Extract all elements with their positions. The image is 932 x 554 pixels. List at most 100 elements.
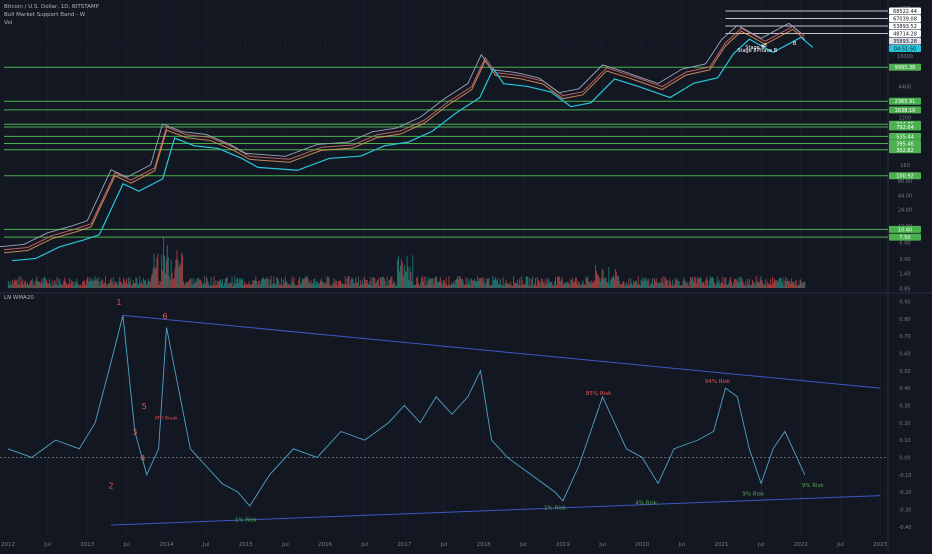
volume-bar: [267, 278, 269, 288]
volume-bar: [48, 279, 50, 288]
volume-bar: [514, 282, 516, 288]
volume-bar: [772, 283, 774, 288]
volume-bar: [692, 281, 694, 288]
volume-bar: [637, 276, 639, 288]
volume-bar: [711, 278, 713, 288]
volume-bar: [791, 282, 793, 288]
volume-bar: [44, 276, 46, 288]
volume-bar: [795, 279, 797, 288]
volume-bar: [18, 276, 20, 288]
volume-bar: [757, 281, 759, 288]
volume-bar: [26, 284, 28, 288]
volume-bar: [646, 278, 648, 288]
volume-bar: [627, 285, 629, 288]
volume-bar: [26, 282, 28, 288]
x-tick-label: Jul: [281, 542, 289, 548]
volume-bar: [137, 283, 139, 288]
volume-bar: [237, 277, 239, 288]
volume-bar: [432, 278, 434, 288]
volume-bar: [718, 279, 720, 288]
volume-bar: [223, 282, 225, 288]
volume-bar: [313, 278, 315, 288]
volume-bar: [163, 255, 165, 288]
volume-bar: [586, 278, 588, 288]
volume-bar: [596, 274, 598, 288]
volume-bar: [395, 285, 397, 288]
volume-bar: [165, 260, 167, 288]
volume-bar: [688, 285, 690, 288]
volume-bar: [361, 279, 363, 288]
x-tick-label: 2017: [397, 542, 411, 548]
volume-bar: [495, 276, 497, 288]
volume-bar: [298, 279, 300, 288]
volume-bar: [342, 284, 344, 288]
volume-bar: [179, 263, 181, 288]
volume-bar: [75, 282, 77, 288]
volume-bar: [767, 281, 769, 288]
volume-bar: [372, 276, 374, 288]
volume-bar: [331, 285, 333, 288]
volume-bar: [801, 283, 803, 288]
volume-bar: [443, 280, 445, 288]
volume-bar: [32, 284, 34, 288]
volume-bar: [433, 284, 435, 288]
volume-bar: [603, 278, 605, 288]
volume-bar: [531, 279, 533, 288]
volume-bar: [439, 277, 441, 288]
volume-bar: [97, 280, 99, 288]
volume-bar: [465, 277, 467, 288]
volume-bar: [282, 279, 284, 288]
volume-bar: [519, 285, 521, 288]
volume-bar: [634, 280, 636, 288]
volume-bar: [754, 285, 756, 288]
volume-bar: [572, 277, 574, 288]
volume-bar: [505, 280, 507, 288]
volume-bar: [527, 276, 529, 288]
volume-bar: [612, 277, 614, 288]
volume-bar: [22, 279, 24, 288]
volume-bar: [609, 283, 611, 288]
volume-bar: [771, 276, 773, 288]
volume-bar: [456, 278, 458, 288]
volume-bar: [449, 284, 451, 288]
volume-bar: [473, 280, 475, 288]
volume-bar: [583, 284, 585, 288]
volume-bar: [261, 278, 263, 288]
volume-bar: [203, 276, 205, 288]
volume-bar: [537, 280, 539, 288]
volume-bar: [369, 281, 371, 288]
volume-bar: [446, 285, 448, 288]
volume-bar: [254, 279, 256, 288]
volume-bar: [336, 281, 338, 288]
volume-bar: [707, 280, 709, 288]
volume-bar: [535, 285, 537, 288]
volume-bar: [476, 281, 478, 288]
volume-bar: [236, 278, 238, 288]
volume-bar: [19, 284, 21, 288]
volume-bar: [496, 278, 498, 288]
x-tick-label: Jul: [202, 542, 210, 548]
price-tick-label: 44.00: [898, 193, 912, 199]
volume-bar: [198, 278, 200, 288]
volume-bar: [241, 280, 243, 288]
volume-bar: [670, 281, 672, 288]
volume-bar: [636, 284, 638, 288]
volume-bar: [155, 268, 157, 288]
volume-bar: [399, 265, 401, 288]
volume-bar: [696, 277, 698, 288]
volume-bar: [760, 276, 762, 288]
volume-bar: [735, 279, 737, 288]
volume-bar: [151, 273, 153, 288]
price-label-box: [889, 45, 921, 52]
volume-bar: [562, 285, 564, 288]
volume-bar: [428, 277, 430, 288]
volume-bar: [773, 277, 775, 288]
volume-bar: [61, 284, 63, 288]
volume-bar: [656, 282, 658, 288]
volume-bar: [190, 278, 192, 288]
volume-bar: [751, 279, 753, 288]
volume-bar: [253, 280, 255, 288]
phase-label: 4: [140, 454, 145, 463]
